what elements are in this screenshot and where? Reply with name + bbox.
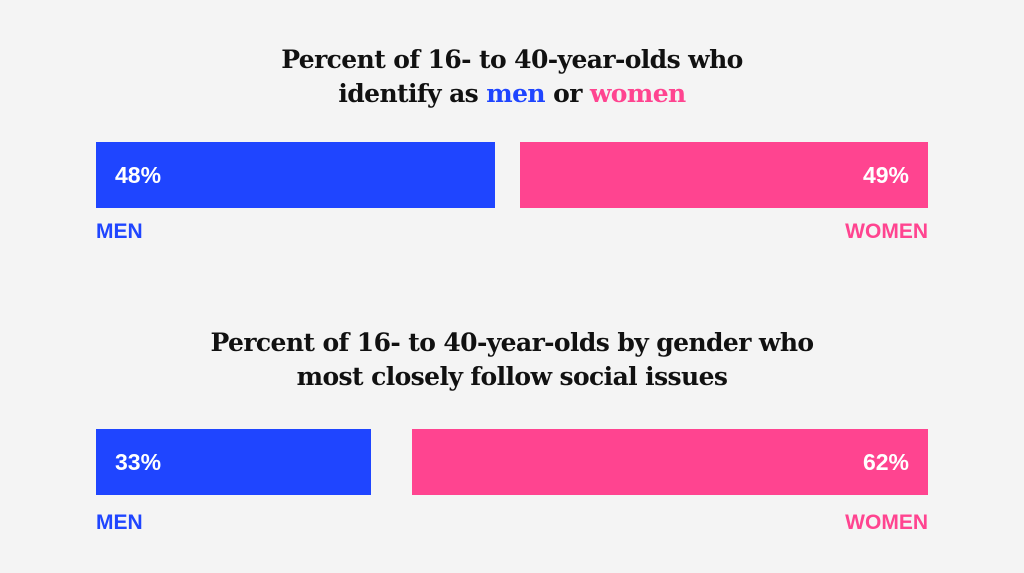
chart-2-women-value-label: 62% (862, 449, 909, 475)
chart-2-title: Percent of 16- to 40-year-olds by gender… (0, 326, 1024, 394)
chart-1-title: Percent of 16- to 40-year-olds who ident… (0, 43, 1024, 111)
chart-1-title-women-word: women (589, 79, 686, 108)
chart-1-bar-track: 48% 49% (96, 142, 928, 208)
chart-1-women-value-label: 49% (862, 162, 909, 188)
chart-1-title-line-2: identify as men or women (0, 77, 1024, 111)
chart-2-women-bar: 62% (412, 429, 928, 495)
chart-2-title-line-1: Percent of 16- to 40-year-olds by gender… (210, 328, 815, 357)
chart-1-men-value-label: 48% (115, 162, 162, 188)
chart-1-men-legend: MEN (96, 220, 143, 243)
chart-1-men-bar: 48% (96, 142, 496, 208)
chart-2-men-legend: MEN (96, 511, 143, 534)
chart-1-women-bar: 49% (520, 142, 928, 208)
chart-1-title-middle: or (545, 79, 590, 108)
chart-2-title-line-2: most closely follow social issues (296, 362, 728, 391)
chart-1-title-prefix: identify as (338, 79, 487, 108)
chart-2-bar-track: 33% 62% (96, 429, 928, 495)
chart-2-women-legend: WOMEN (845, 511, 928, 534)
chart-1-title-line-1: Percent of 16- to 40-year-olds who (281, 45, 743, 74)
chart-2-men-value-label: 33% (115, 449, 162, 475)
chart-1-title-men-word: men (486, 79, 546, 108)
chart-2-men-bar: 33% (96, 429, 371, 495)
chart-1-women-legend: WOMEN (845, 220, 928, 243)
